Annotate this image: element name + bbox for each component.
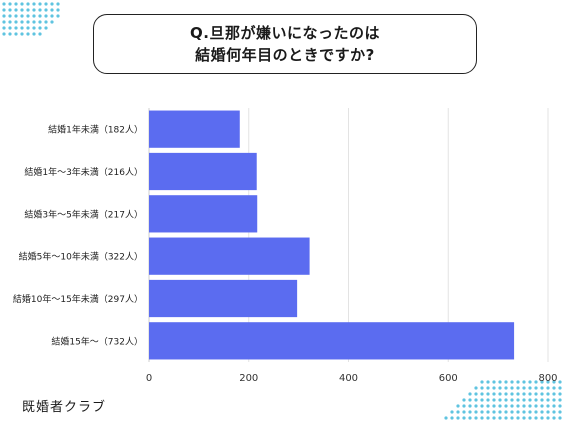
decorative-dots-top-left <box>2 2 60 36</box>
decorative-dots-bottom-right <box>444 380 562 420</box>
bar <box>149 195 258 233</box>
x-tick-label: 200 <box>239 373 258 384</box>
title-box: Q.旦那が嫌いになったのは 結婚何年目のときですか? <box>93 14 477 74</box>
title-line-2: 結婚何年目のときですか? <box>195 46 375 64</box>
bar <box>149 152 257 191</box>
x-tick-label: 600 <box>439 373 458 384</box>
category-label: 結婚10年～15年未満（297人） <box>13 293 143 305</box>
category-label: 結婚1年～3年未満（216人） <box>24 166 143 178</box>
x-tick-label: 0 <box>146 373 152 384</box>
x-tick-label: 800 <box>538 373 557 384</box>
x-tick-label: 400 <box>339 373 358 384</box>
bar <box>149 237 310 275</box>
category-label: 結婚5年～10年未満（322人） <box>19 251 143 263</box>
bar <box>149 322 515 360</box>
title-line-1: Q.旦那が嫌いになったのは <box>190 24 380 42</box>
brand-label: 既婚者クラブ <box>22 400 107 415</box>
bar <box>149 279 298 318</box>
category-label: 結婚15年～（732人） <box>51 335 143 347</box>
bar <box>149 110 240 148</box>
category-label: 結婚3年～5年未満（217人） <box>24 208 143 220</box>
category-label: 結婚1年未満（182人） <box>48 124 143 136</box>
